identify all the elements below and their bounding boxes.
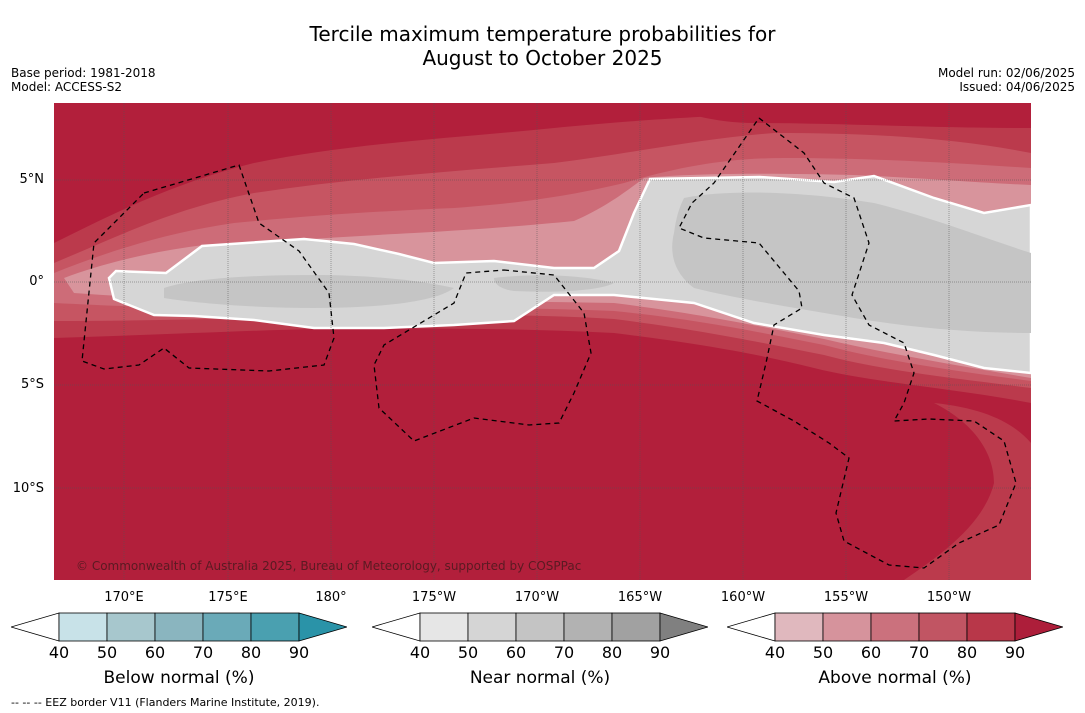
probability-map xyxy=(54,103,1031,580)
colorbar-segment xyxy=(918,612,968,642)
lat-label-5s: 5°S xyxy=(20,377,44,392)
colorbar-tick: 90 xyxy=(288,643,310,662)
colorbar-title: Near normal (%) xyxy=(469,668,611,688)
colorbar-tick: 40 xyxy=(48,643,70,662)
colorbar-low-arrow xyxy=(11,612,60,642)
colorbar-tick: 40 xyxy=(409,643,431,662)
colorbar-segment xyxy=(822,612,872,642)
colorbar-tick: 80 xyxy=(956,643,978,662)
colorbar-segment xyxy=(611,612,661,642)
title-line-2: August to October 2025 xyxy=(422,46,663,70)
colorbar-high-arrow xyxy=(298,612,347,642)
eez-borders xyxy=(81,117,1017,569)
colorbar-0 xyxy=(11,612,347,642)
colorbar-2 xyxy=(727,612,1063,642)
colorbar-tick: 70 xyxy=(553,643,575,662)
near-60-patch-west xyxy=(164,275,454,308)
lon-label-160w: 160°W xyxy=(720,590,766,605)
lat-label-5n: 5°N xyxy=(19,172,45,187)
colorbar-tick: 80 xyxy=(601,643,623,662)
colorbar-title: Above normal (%) xyxy=(818,668,972,688)
colorbar-segment xyxy=(774,612,824,642)
colorbar-tick: 50 xyxy=(457,643,479,662)
colorbar-tick: 60 xyxy=(144,643,166,662)
colorbar-segment xyxy=(563,612,613,642)
colorbar-low-arrow xyxy=(372,612,421,642)
colorbar-segment xyxy=(154,612,204,642)
model-name: Model: ACCESS-S2 xyxy=(11,80,123,94)
copyright-notice: © Commonwealth of Australia 2025, Bureau… xyxy=(76,559,582,573)
map-canvas xyxy=(54,103,1031,580)
lon-label-170w: 170°W xyxy=(514,590,560,605)
colorbar-title: Below normal (%) xyxy=(103,668,255,688)
eez-border-west xyxy=(81,164,335,372)
colorbar-tick: 60 xyxy=(505,643,527,662)
lon-label-175w: 175°W xyxy=(411,590,457,605)
colorbar-tick: 40 xyxy=(764,643,786,662)
near-60-patch-mid xyxy=(494,275,614,292)
colorbar-segment xyxy=(515,612,565,642)
colorbar-segment xyxy=(106,612,156,642)
colorbar-tick: 50 xyxy=(812,643,834,662)
colorbar-high-arrow xyxy=(1014,612,1063,642)
lat-label-10s: 10°S xyxy=(12,481,44,496)
lon-label-175e: 175°E xyxy=(208,590,248,605)
colorbar-high-arrow xyxy=(659,612,708,642)
colorbar-1 xyxy=(372,612,708,642)
base-period: Base period: 1981-2018 xyxy=(11,66,156,80)
title-line-1: Tercile maximum temperature probabilitie… xyxy=(309,22,776,46)
colorbar-tick: 50 xyxy=(96,643,118,662)
map-title: Tercile maximum temperature probabilitie… xyxy=(0,22,1085,70)
lon-label-165w: 165°W xyxy=(617,590,663,605)
colorbar-tick: 60 xyxy=(860,643,882,662)
near-60-patch-east xyxy=(672,192,1031,333)
colorbar-tick: 80 xyxy=(240,643,262,662)
colorbar-segment xyxy=(202,612,252,642)
colorbar-segment xyxy=(467,612,517,642)
meta-right: Model run: 02/06/2025 Issued: 04/06/2025 xyxy=(938,66,1075,94)
colorbar-tick: 90 xyxy=(1004,643,1026,662)
colorbar-tick: 70 xyxy=(908,643,930,662)
eez-border-east xyxy=(678,117,1017,569)
colorbar-segment xyxy=(966,612,1016,642)
graticule xyxy=(54,103,1031,580)
colorbar-segment xyxy=(58,612,108,642)
eez-footnote: -- -- -- EEZ border V11 (Flanders Marine… xyxy=(11,696,320,709)
issued-date: Issued: 04/06/2025 xyxy=(959,80,1075,94)
colorbar-segment xyxy=(870,612,920,642)
lat-label-0: 0° xyxy=(29,274,44,289)
lon-label-150w: 150°W xyxy=(926,590,972,605)
lon-label-170e: 170°E xyxy=(104,590,144,605)
model-run: Model run: 02/06/2025 xyxy=(937,66,1075,80)
colorbar-tick: 90 xyxy=(649,643,671,662)
band-above-70-bottom-right xyxy=(904,403,1031,580)
lon-label-155w: 155°W xyxy=(823,590,869,605)
colorbar-segment xyxy=(250,612,300,642)
meta-left: Base period: 1981-2018 Model: ACCESS-S2 xyxy=(11,66,156,94)
eez-border-central xyxy=(373,269,592,442)
band-above-90-top-right xyxy=(654,103,1031,128)
colorbar-low-arrow xyxy=(727,612,776,642)
colorbar-tick: 70 xyxy=(192,643,214,662)
colorbar-segment xyxy=(419,612,469,642)
lon-label-180: 180° xyxy=(315,590,347,605)
